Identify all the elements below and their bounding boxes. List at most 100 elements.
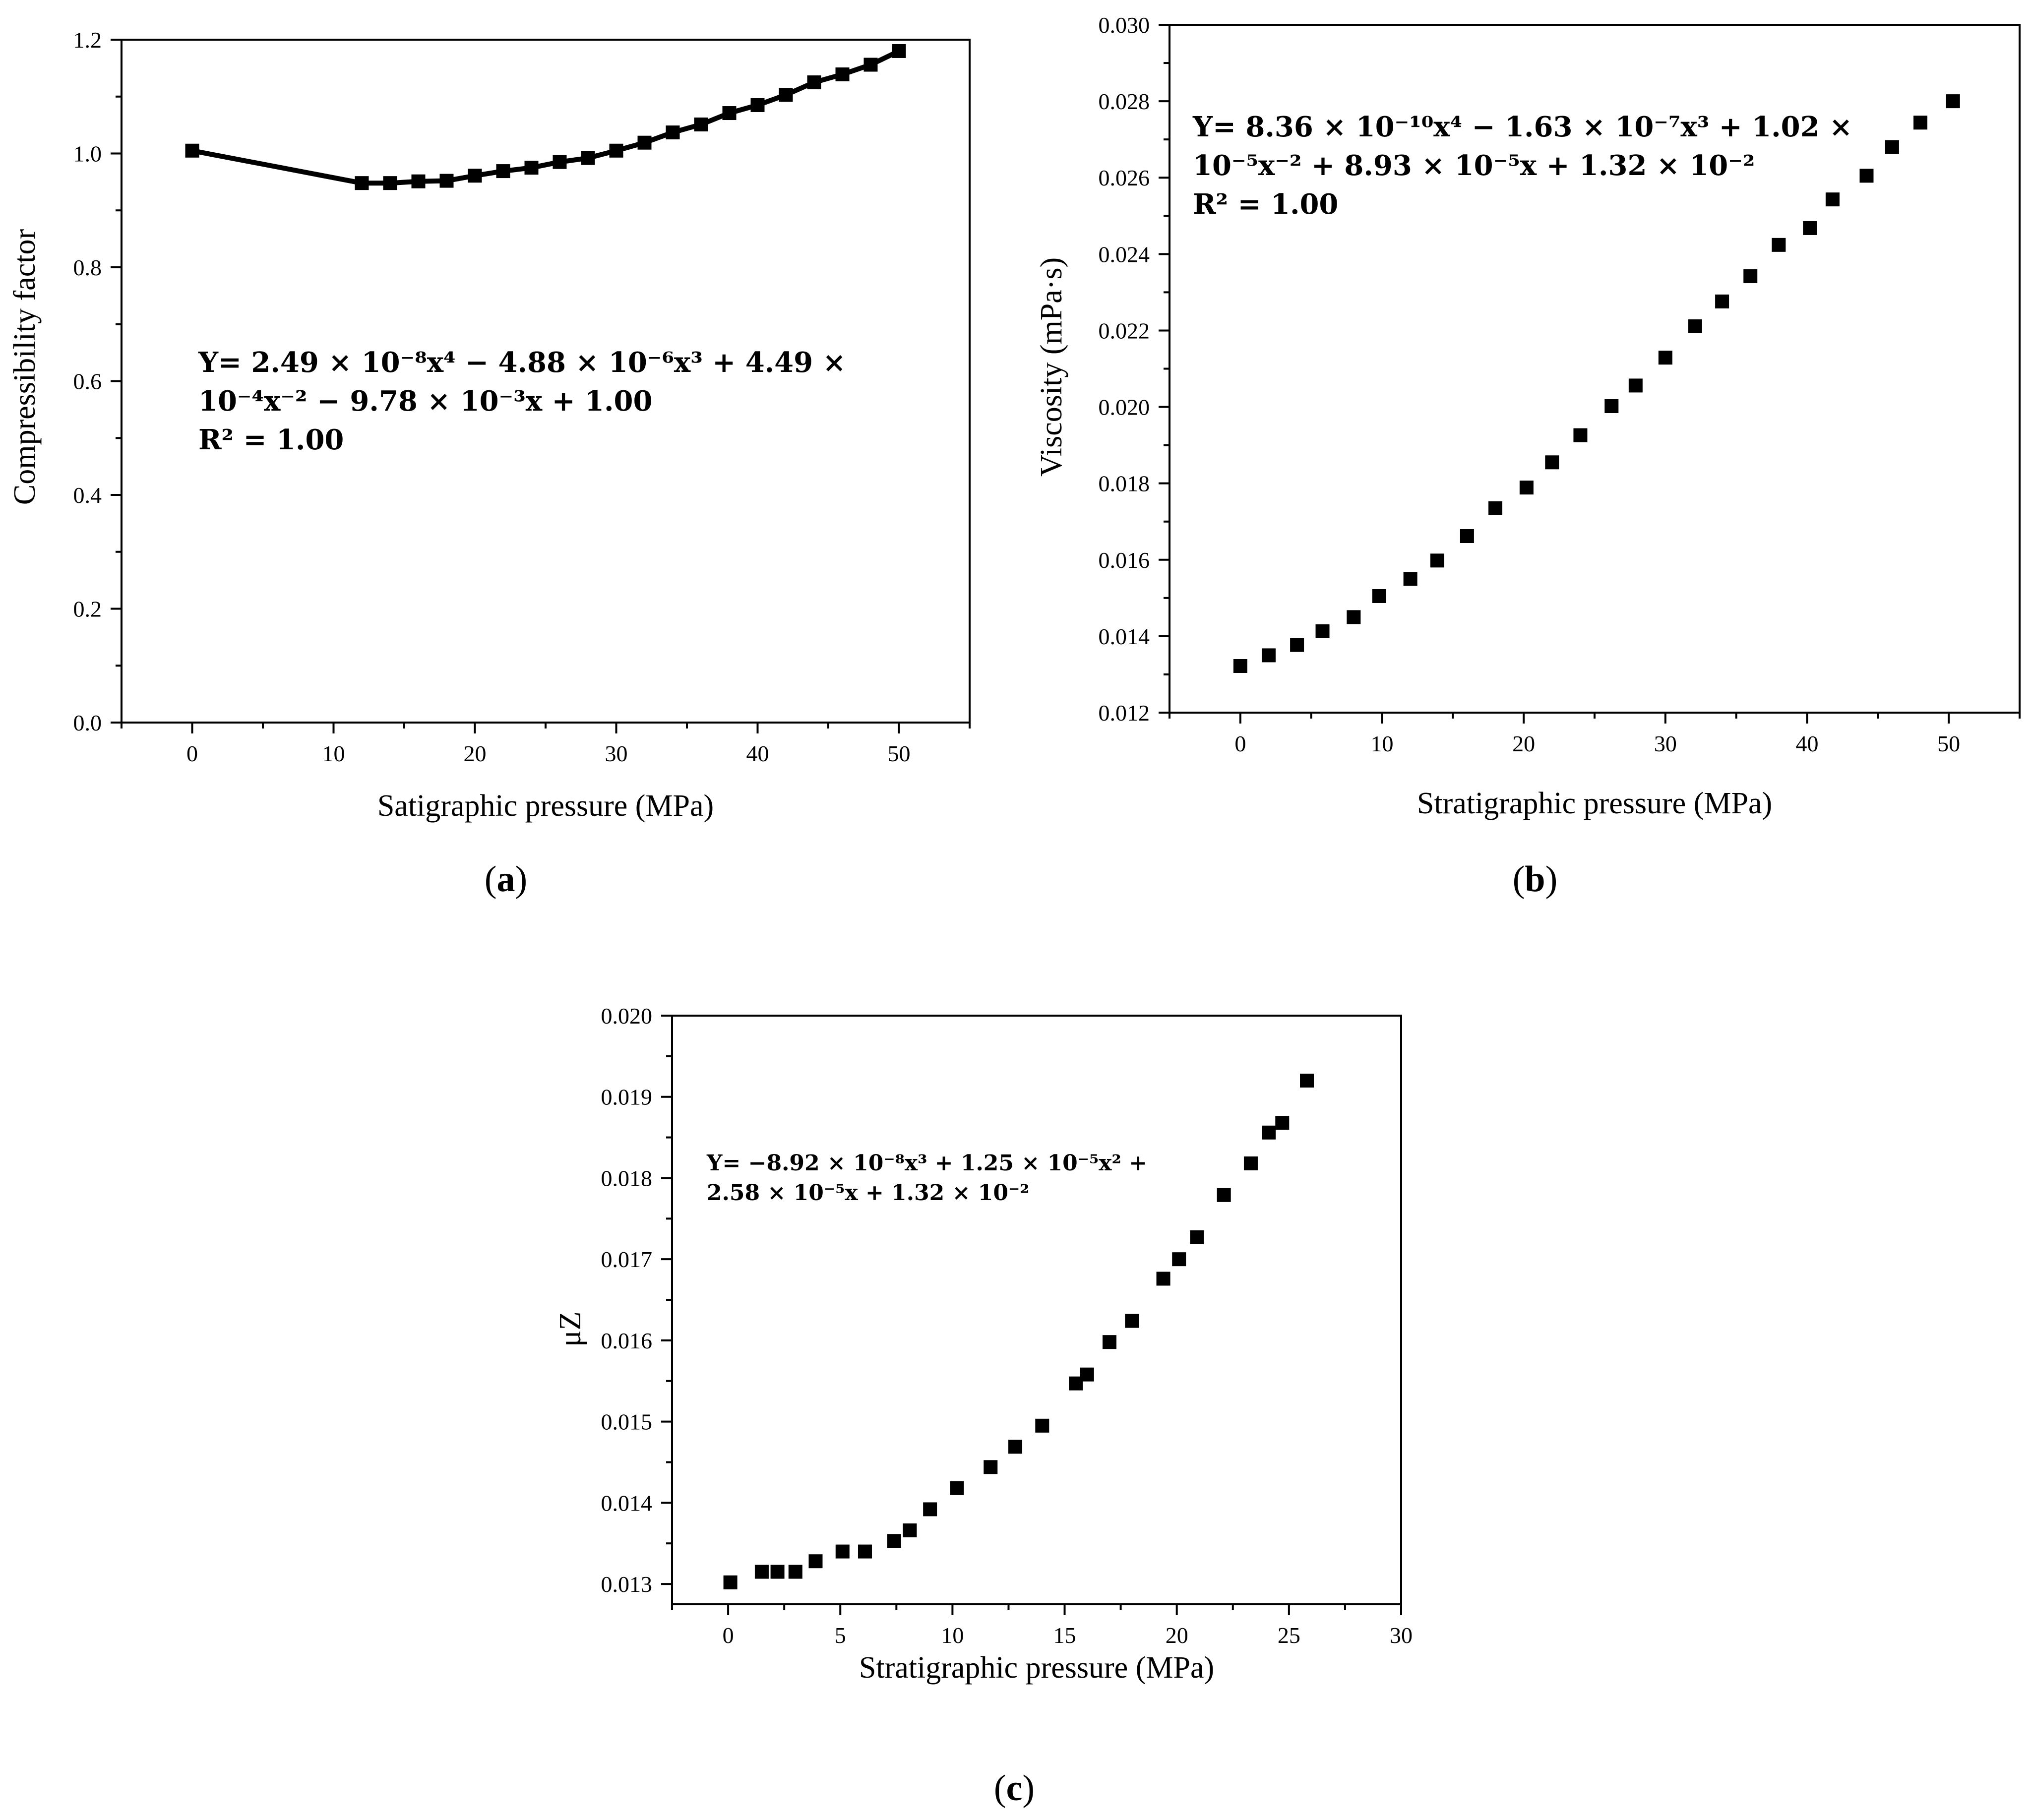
data-point: [1946, 94, 1960, 109]
panel-label: (a): [485, 859, 527, 900]
data-point: [750, 98, 765, 112]
panel-label: (c): [994, 1768, 1035, 1809]
x-tick-label: 0: [1234, 731, 1246, 756]
data-point: [858, 1544, 872, 1559]
chart-panel-c: 0 5 10 15 20 25 30 0.013 0.014 0.015 0.016 0.017 0.0…: [554, 1003, 1413, 1809]
data-point: [355, 176, 369, 190]
data-point: [1156, 1272, 1170, 1286]
y-tick-label: 0.013: [601, 1572, 653, 1597]
data-point: [754, 1565, 769, 1579]
data-point: [1688, 319, 1702, 333]
data-point: [1913, 116, 1928, 130]
data-point: [835, 1544, 850, 1559]
equation-text: 10⁻⁴x⁻² − 9.78 × 10⁻³x + 1.00: [198, 385, 652, 418]
y-tick-label: 0.014: [601, 1490, 653, 1516]
x-tick-label: 30: [1390, 1623, 1413, 1648]
x-tick-label: 0: [723, 1623, 734, 1648]
equation-text: 10⁻⁵x⁻² + 8.93 × 10⁻⁵x + 1.32 × 10⁻²: [1193, 149, 1755, 182]
data-point: [722, 106, 737, 121]
y-tick-label: 0.8: [73, 255, 102, 280]
data-point: [637, 135, 652, 150]
data-point: [411, 174, 426, 188]
equation-text: R² = 1.00: [1193, 188, 1338, 221]
data-point: [553, 155, 567, 169]
chart-panel-b: 0 10 20 30 40 50 0.012 0.014 0.016 0.018 0.020 0.02…: [1035, 12, 2021, 900]
data-point: [1658, 351, 1672, 365]
plot-frame: [671, 1015, 1402, 1605]
data-point: [1460, 529, 1474, 544]
data-point: [1825, 192, 1840, 207]
data-point: [1573, 428, 1588, 442]
data-point: [1080, 1367, 1094, 1382]
data-point: [788, 1565, 802, 1579]
x-tick-label: 10: [941, 1623, 964, 1648]
y-tick-label: 0.024: [1099, 242, 1150, 267]
data-point: [1519, 481, 1534, 495]
data-point: [1315, 624, 1330, 638]
data-point: [1035, 1418, 1049, 1433]
data-point: [1859, 169, 1874, 183]
y-tick-label: 0.016: [601, 1328, 653, 1353]
y-tick-label: 0.6: [73, 369, 102, 394]
data-point: [863, 58, 878, 72]
x-tick-label: 50: [1937, 731, 1960, 756]
equation-text: Y= 8.36 × 10⁻¹⁰x⁴ − 1.63 × 10⁻⁷x³ + 1.02…: [1192, 111, 1852, 143]
data-point: [666, 125, 680, 140]
x-tick-label: 5: [835, 1623, 846, 1648]
data-point: [1347, 610, 1361, 624]
y-tick-label: 0.030: [1099, 12, 1150, 38]
x-axis-title: Stratigraphic pressure (MPa): [1417, 787, 1772, 820]
data-point: [1172, 1252, 1186, 1267]
data-point: [808, 1554, 823, 1569]
x-tick-label: 0: [186, 741, 198, 766]
data-point: [892, 44, 906, 58]
x-tick-label: 40: [746, 741, 769, 766]
data-point: [1715, 294, 1729, 308]
data-point: [1290, 638, 1304, 652]
x-tick-label: 20: [464, 741, 487, 766]
data-point: [1008, 1440, 1023, 1454]
data-point: [807, 75, 821, 90]
equation-text: R² = 1.00: [198, 424, 344, 456]
data-point: [770, 1565, 785, 1579]
x-tick-label: 50: [888, 741, 911, 766]
y-tick-label: 0.017: [601, 1247, 653, 1272]
y-tick-label: 1.0: [73, 141, 102, 167]
data-point: [524, 161, 539, 175]
plot-frame: [121, 39, 971, 724]
data-point: [1772, 238, 1786, 252]
y-tick-label: 0.022: [1099, 318, 1150, 343]
data-point: [185, 143, 199, 158]
y-tick-label: 0.014: [1099, 624, 1150, 649]
data-point: [609, 143, 623, 158]
data-point: [1262, 1125, 1276, 1140]
data-point: [1430, 553, 1444, 568]
data-point: [1604, 399, 1619, 414]
data-point: [1628, 378, 1643, 393]
panel-label: (b): [1513, 859, 1557, 900]
x-tick-label: 20: [1512, 731, 1535, 756]
y-axis-title: Compressibility factor: [8, 229, 42, 505]
equation-text: Y= −8.92 × 10⁻⁸x³ + 1.25 × 10⁻⁵x² +: [706, 1151, 1147, 1176]
series-line: [191, 49, 900, 186]
data-point: [1803, 221, 1817, 235]
chart-panel-a: 0 10 20 30 40 50 0.0 0.2 0.4 0.6 0.8 1.0 1.2 Satigrap…: [8, 27, 971, 900]
data-point: [950, 1481, 964, 1495]
data-point: [581, 151, 595, 165]
data-point: [1372, 589, 1386, 603]
y-tick-label: 0.018: [601, 1165, 653, 1191]
y-tick-label: 0.0: [73, 710, 102, 735]
y-tick-label: 0.018: [1099, 471, 1150, 496]
x-tick-label: 30: [1654, 731, 1677, 756]
y-tick-label: 0.019: [601, 1085, 653, 1110]
data-point: [1885, 140, 1899, 154]
data-point: [1261, 648, 1276, 663]
data-point: [1103, 1335, 1116, 1349]
y-tick-label: 0.2: [73, 597, 102, 622]
equation-text: 2.58 × 10⁻⁵x + 1.32 × 10⁻²: [707, 1180, 1030, 1206]
data-point: [1125, 1314, 1139, 1328]
x-tick-label: 15: [1053, 1623, 1076, 1648]
data-point: [1233, 659, 1247, 673]
y-tick-label: 0.016: [1099, 547, 1150, 573]
